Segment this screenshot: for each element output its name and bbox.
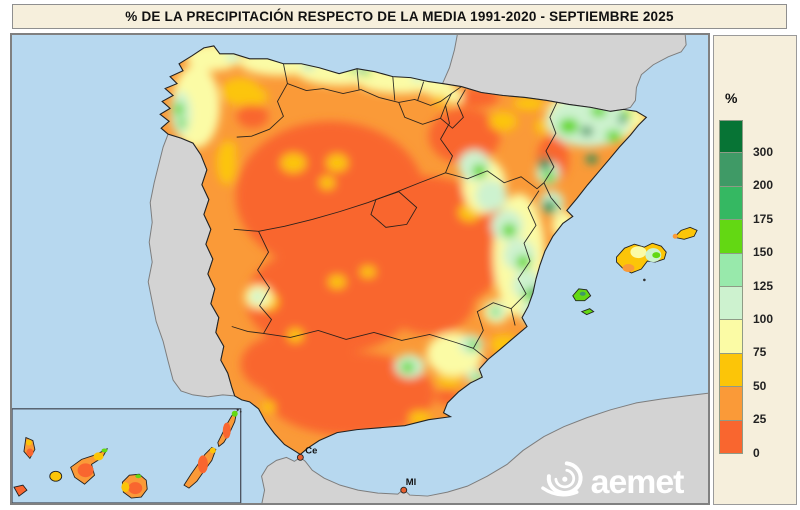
legend-swatch-25 (719, 387, 743, 421)
city-markers: Ce Ml (296, 444, 416, 494)
map-area: Ce Ml aemet (10, 33, 710, 505)
ceuta-marker-label: Ce (305, 444, 317, 455)
legend-row: 50 (719, 353, 793, 393)
legend-row: 25 (719, 387, 793, 426)
menorca-island (673, 226, 698, 240)
legend-label-125: 125 (753, 278, 774, 293)
legend-label-150: 150 (753, 245, 774, 260)
balearic-islands (572, 226, 698, 316)
africa-land (261, 392, 708, 503)
legend-unit-label: % (725, 90, 738, 106)
legend-row: 100 (719, 287, 793, 326)
legend-row: 300 (719, 120, 793, 159)
map-title: % DE LA PRECIPITACIÓN RESPECTO DE LA MED… (12, 4, 787, 29)
melilla-marker-dot (400, 486, 408, 494)
legend-row: 0 (719, 420, 793, 460)
ceuta-marker-dot (296, 453, 304, 461)
spain-coastline (159, 45, 648, 456)
formentera-island (580, 308, 595, 316)
legend-label-100: 100 (753, 312, 774, 326)
legend-label-50: 50 (753, 378, 767, 393)
legend-swatch-75 (719, 320, 743, 354)
legend-swatch-0 (719, 420, 743, 454)
legend-panel: % 300 200 175 150 125 100 75 50 25 0 (713, 35, 797, 505)
aemet-logo: aemet (541, 461, 685, 501)
legend-row: 175 (719, 186, 793, 226)
spain-precipitation-map: Ce Ml aemet (12, 35, 708, 503)
legend-swatch-50 (719, 353, 743, 388)
legend-swatch-150 (719, 220, 743, 254)
legend-label-25: 25 (753, 412, 767, 427)
legend-row: 200 (719, 153, 793, 192)
legend-swatch-175 (719, 186, 743, 221)
legend-row: 75 (719, 320, 793, 359)
legend-swatch-125 (719, 253, 743, 287)
legend-row: 150 (719, 220, 793, 259)
legend-label-0: 0 (753, 445, 760, 460)
el-hierro-island (13, 484, 28, 497)
legend-label-200: 200 (753, 178, 774, 193)
canary-inset (12, 408, 242, 503)
legend-label-300: 300 (753, 145, 774, 159)
legend-label-75: 75 (753, 345, 767, 360)
legend-swatch-200 (719, 153, 743, 187)
cabrera-islet (643, 278, 646, 282)
aemet-logo-text: aemet (591, 463, 684, 501)
legend-swatch-100 (719, 287, 743, 321)
legend-swatch-300 (719, 120, 743, 154)
legend-row: 125 (719, 253, 793, 293)
la-gomera-island (49, 470, 63, 482)
melilla-marker-label: Ml (406, 476, 416, 487)
legend-label-175: 175 (753, 211, 774, 226)
la-graciosa-islet (236, 408, 239, 411)
aemet-logo-icon (541, 461, 583, 497)
region-borders (231, 63, 562, 360)
